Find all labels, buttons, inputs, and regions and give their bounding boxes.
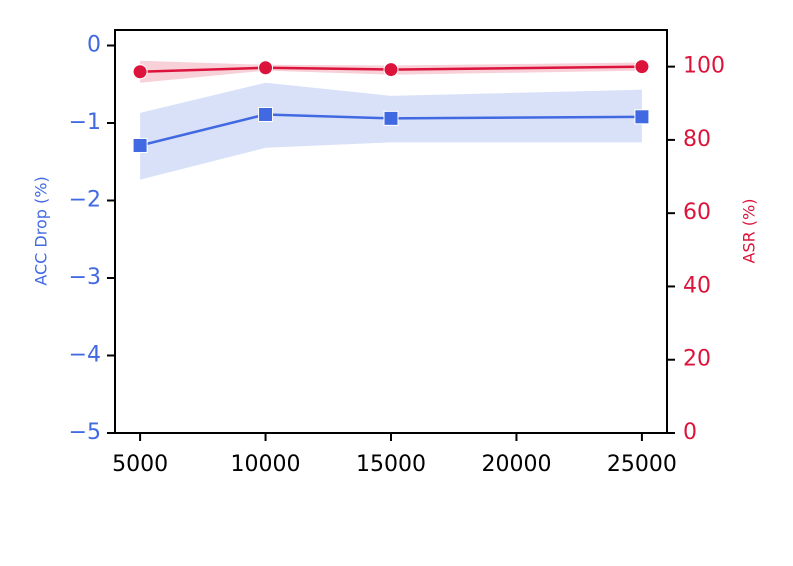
y-tick-label: −4	[69, 343, 101, 368]
marker	[258, 60, 274, 76]
x-tick-label: 20000	[481, 452, 551, 477]
line	[139, 113, 642, 147]
y2-tick-label: 100	[683, 54, 725, 79]
line	[140, 65, 642, 74]
marker	[132, 137, 148, 153]
x-tick-label: 15000	[356, 452, 426, 477]
y2-tick-label: 80	[683, 127, 711, 152]
marker	[634, 109, 650, 125]
y2-axis-label: ASR (%)	[740, 199, 759, 264]
y-axis-label: ACC Drop (%)	[32, 176, 51, 285]
x-tick-label: 5000	[112, 452, 168, 477]
marker	[383, 62, 399, 78]
y-tick-label: −1	[69, 110, 101, 135]
x-tick-label: 25000	[607, 452, 677, 477]
y-tick-label: −5	[69, 420, 101, 445]
plot-frame	[114, 29, 668, 434]
y2-tick-label: 60	[683, 200, 711, 225]
y-tick-label: −3	[69, 265, 101, 290]
y-tick-label: 0	[87, 33, 101, 58]
y2-tick-label: 40	[683, 273, 711, 298]
marker	[132, 64, 148, 80]
y2-tick-label: 20	[683, 347, 711, 372]
x-tick-label: 10000	[231, 452, 301, 477]
y-tick-label: −2	[69, 188, 101, 213]
y2-tick-label: 0	[683, 420, 697, 445]
marker	[258, 106, 274, 122]
error-band	[140, 82, 642, 180]
marker	[383, 110, 399, 126]
marker	[634, 59, 650, 75]
